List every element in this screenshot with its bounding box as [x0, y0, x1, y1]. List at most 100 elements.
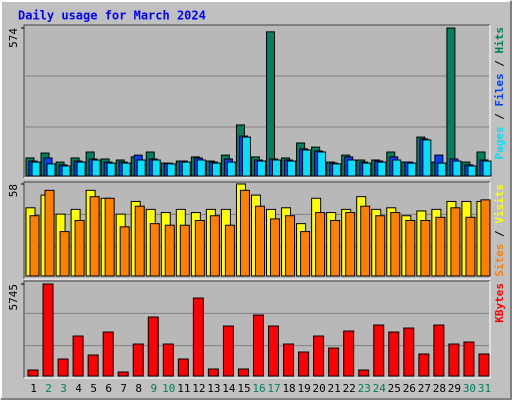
bar [226, 161, 236, 177]
bar [59, 231, 70, 277]
legend-separator: / [493, 54, 506, 74]
bar [420, 219, 431, 277]
x-tick-label: 31 [478, 382, 491, 395]
x-tick-label: 6 [105, 382, 112, 395]
bar [405, 219, 416, 277]
bar [31, 161, 41, 177]
bar [437, 162, 447, 177]
legend-entry: Visits [493, 184, 506, 224]
bar [315, 212, 326, 277]
bar [347, 159, 357, 177]
plot-border-light [24, 25, 491, 179]
bar [435, 216, 446, 277]
x-tick-label: 2 [45, 382, 52, 395]
plot-border-light [24, 281, 491, 379]
bar [362, 162, 372, 177]
bar [27, 369, 39, 377]
y-tick-label: 58 [7, 184, 20, 197]
bar [106, 162, 116, 177]
x-tick-label: 30 [463, 382, 476, 395]
bar [166, 163, 176, 177]
x-tick-label: 3 [60, 382, 67, 395]
x-tick-label: 8 [135, 382, 142, 395]
legend: Pages / Files / Hits [493, 27, 506, 160]
legend: KBytes [493, 283, 506, 323]
bar [317, 151, 327, 177]
bar [298, 351, 310, 377]
legend-entry: Files [493, 73, 506, 106]
plot-border-dark [23, 280, 490, 378]
bar [72, 335, 84, 377]
bar [287, 160, 297, 177]
bar [132, 343, 144, 377]
bar [407, 162, 417, 177]
bar [313, 335, 325, 377]
bar [207, 368, 219, 377]
x-tick-label: 18 [282, 382, 295, 395]
bar [162, 343, 174, 377]
bar [149, 223, 160, 277]
bar [46, 163, 56, 177]
bar [241, 136, 251, 177]
x-tick-label: 1 [30, 382, 37, 395]
x-tick-label: 25 [388, 382, 401, 395]
bar [360, 205, 371, 277]
bar [196, 159, 206, 177]
bar [209, 215, 220, 277]
legend-separator: / [493, 107, 506, 127]
bar [448, 343, 460, 377]
bar [211, 162, 221, 177]
x-tick-label: 15 [237, 382, 250, 395]
x-tick-label: 9 [150, 382, 157, 395]
bar [256, 160, 266, 177]
x-tick-label: 12 [192, 382, 205, 395]
bar [194, 219, 205, 277]
legend-entry: Sites [493, 244, 506, 277]
x-tick-label: 10 [162, 382, 175, 395]
bar [392, 159, 402, 177]
bar [272, 159, 282, 177]
chart-title: Daily usage for March 2024 [18, 9, 206, 23]
bar [179, 224, 190, 277]
bar [61, 165, 71, 177]
bar [480, 199, 491, 277]
bar [328, 347, 340, 377]
bar [136, 159, 146, 177]
bar [343, 330, 355, 377]
bar [57, 358, 69, 377]
x-tick-label: 29 [448, 382, 461, 395]
bar [147, 316, 159, 377]
bar [433, 324, 445, 377]
bar [375, 215, 386, 277]
x-tick-label: 21 [328, 382, 341, 395]
x-tick-label: 11 [177, 382, 190, 395]
plot-border-dark [23, 181, 490, 279]
x-tick-label: 20 [313, 382, 326, 395]
bar [388, 331, 400, 377]
bar [418, 353, 430, 377]
bar [222, 325, 234, 377]
bar [446, 27, 456, 177]
bar [91, 159, 101, 177]
bar [285, 215, 296, 277]
x-tick-label: 19 [297, 382, 310, 395]
legend: Sites / Visits [493, 184, 506, 277]
bar [373, 324, 385, 377]
bar [254, 205, 265, 277]
x-tick-label: 23 [358, 382, 371, 395]
bar [87, 354, 99, 377]
y-tick-label: 574 [7, 28, 20, 48]
x-tick-label: 26 [403, 382, 416, 395]
legend-separator: / [493, 224, 506, 244]
x-tick-label: 4 [75, 382, 82, 395]
bar [102, 331, 114, 377]
bar [482, 160, 492, 177]
bar [121, 162, 131, 177]
bar [422, 139, 432, 177]
plot-area [24, 25, 490, 178]
bar [74, 219, 85, 277]
bar [104, 197, 115, 277]
